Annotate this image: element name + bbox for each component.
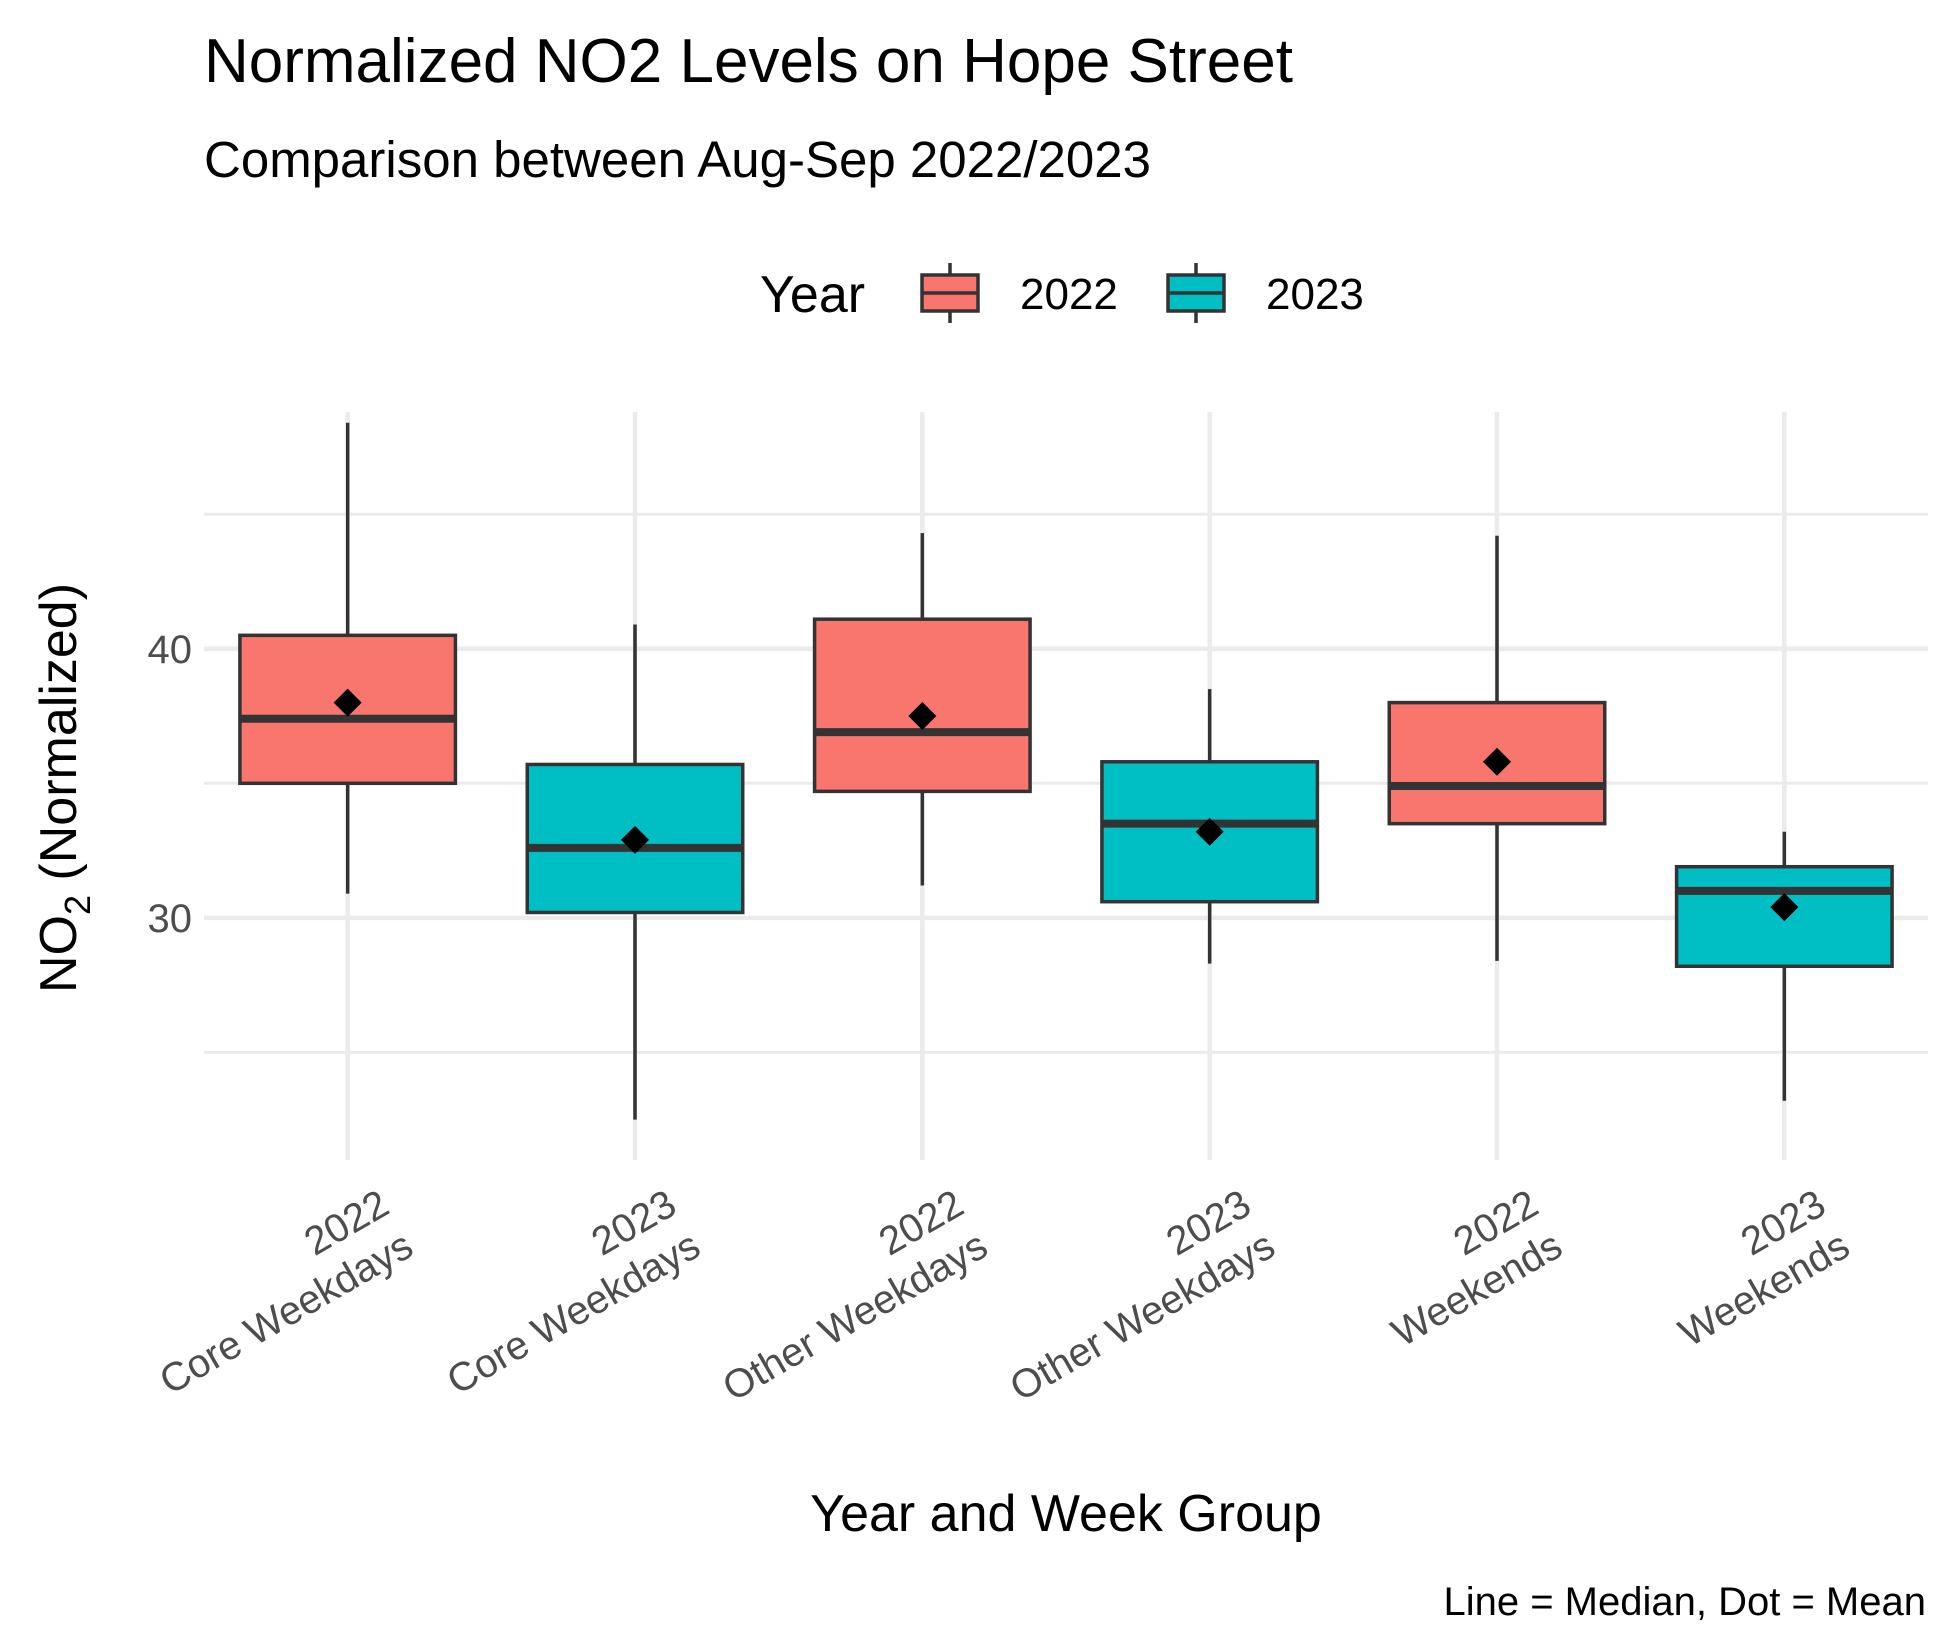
mean-marker (1195, 817, 1224, 846)
x-tick-label-group: Other Weekdays (715, 1223, 994, 1410)
box-group (525, 624, 745, 1120)
chart-caption: Line = Median, Dot = Mean (1443, 1580, 1926, 1624)
x-tick-label-group: Core Weekdays (440, 1223, 708, 1403)
legend-item: 2022 (920, 263, 1118, 323)
y-axis-title: NO2 (Normalized) (30, 583, 98, 993)
legend: Year 2022 2023 (760, 263, 1364, 324)
y-tick-label: 40 (148, 628, 193, 672)
mean-marker (333, 688, 362, 717)
mean-marker (1770, 893, 1799, 922)
y-axis-title-subscript: 2 (57, 895, 98, 915)
legend-label: 2023 (1266, 270, 1364, 319)
y-axis-title-main: NO (30, 915, 88, 993)
box-group (238, 422, 458, 894)
x-tick-label: 2022Weekends (1360, 1182, 1569, 1356)
x-axis-title: Year and Week Group (810, 1485, 1322, 1543)
box-group (1674, 831, 1894, 1101)
box-group (1100, 689, 1320, 964)
legend-label: 2022 (1020, 270, 1118, 319)
y-tick-label: 30 (148, 897, 193, 941)
plot-grid (204, 412, 1928, 1160)
mean-marker (908, 702, 937, 731)
mean-marker (1483, 747, 1511, 776)
chart-title: Normalized NO2 Levels on Hope Street (204, 27, 1293, 96)
x-tick-label-group: Core Weekdays (152, 1223, 420, 1403)
legend-title: Year (760, 266, 865, 324)
x-tick-label: 2022Other Weekdays (691, 1182, 994, 1410)
y-axis-title-rest: (Normalized) (30, 583, 88, 895)
x-tick-label: 2023Other Weekdays (979, 1182, 1282, 1410)
x-tick-label: 2022Core Weekdays (128, 1182, 420, 1404)
y-axis-ticks: 30 40 (148, 628, 193, 941)
x-tick-label: 2023Weekends (1648, 1182, 1857, 1356)
legend-item: 2023 (1166, 263, 1364, 323)
box-group (812, 533, 1032, 886)
box-group (1387, 535, 1607, 961)
chart-subtitle: Comparison between Aug-Sep 2022/2023 (204, 131, 1151, 188)
mean-marker (621, 825, 649, 854)
x-tick-label: 2023Core Weekdays (416, 1182, 708, 1404)
plot-boxes (238, 422, 1894, 1120)
x-tick-label-group: Other Weekdays (1003, 1223, 1282, 1410)
